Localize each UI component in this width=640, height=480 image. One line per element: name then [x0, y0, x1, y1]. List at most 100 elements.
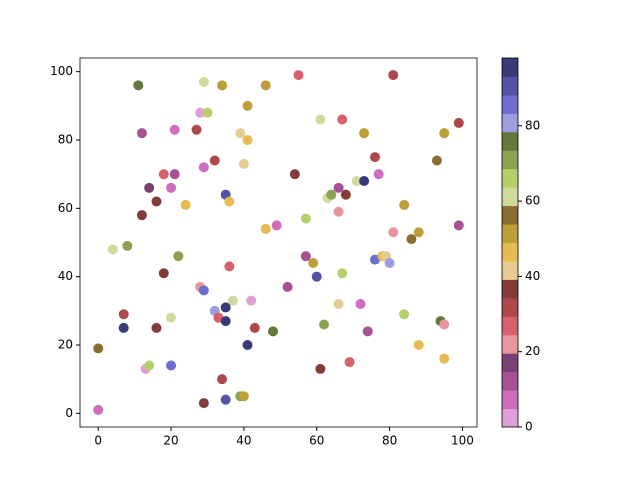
colorbar-segment	[502, 58, 518, 77]
point	[166, 312, 177, 323]
x-tick-label: 0	[94, 434, 102, 448]
colorbar-frame	[501, 57, 519, 428]
point	[282, 281, 293, 292]
point	[198, 398, 209, 409]
x-tick-label: 80	[382, 434, 397, 448]
colorbar-segment	[502, 94, 518, 114]
colorbar-segment	[502, 131, 518, 151]
point	[249, 322, 260, 333]
point	[209, 155, 220, 166]
point	[373, 169, 384, 180]
point	[151, 322, 162, 333]
point	[431, 155, 442, 166]
point	[195, 107, 206, 118]
point	[319, 319, 330, 330]
point	[293, 70, 304, 81]
point	[439, 319, 450, 330]
point	[238, 391, 249, 402]
point	[242, 100, 253, 111]
point	[333, 206, 344, 217]
y-tick-label: 100	[50, 64, 73, 78]
colorbar-segment	[502, 113, 518, 133]
point	[93, 404, 104, 415]
point	[242, 340, 253, 350]
point	[333, 299, 344, 309]
point	[220, 302, 231, 313]
point	[224, 196, 235, 207]
point	[122, 240, 133, 251]
point	[355, 299, 366, 309]
point	[300, 251, 311, 262]
point	[191, 124, 202, 135]
y-tick-label: 60	[58, 201, 73, 215]
point	[388, 70, 399, 81]
colorbar-segment	[502, 76, 518, 96]
colorbar-segment	[502, 168, 518, 188]
point	[326, 189, 337, 200]
point	[439, 128, 450, 139]
point	[413, 340, 424, 350]
colorbar-segment	[502, 297, 518, 317]
point	[158, 268, 169, 279]
y-tick-label: 80	[58, 133, 73, 147]
colorbar-segment	[502, 390, 518, 410]
colorbar-segment	[502, 205, 518, 225]
point	[144, 182, 155, 193]
point	[235, 128, 246, 139]
point	[118, 309, 129, 320]
point	[246, 295, 257, 306]
point	[169, 124, 180, 135]
point	[359, 176, 370, 186]
point	[217, 80, 228, 91]
point	[173, 251, 184, 262]
colorbar-segment	[502, 150, 518, 170]
point	[220, 394, 231, 405]
colorbar-tick-label: 80	[525, 118, 540, 132]
point	[413, 227, 424, 238]
colorbar-segment	[502, 187, 518, 207]
point	[344, 357, 355, 368]
point	[136, 128, 147, 139]
point	[169, 169, 180, 180]
plot-frame	[79, 57, 478, 428]
point	[166, 360, 177, 371]
point	[180, 199, 191, 210]
point	[362, 326, 373, 337]
point	[315, 114, 326, 125]
point	[238, 158, 249, 169]
point	[315, 363, 326, 374]
colorbar-segment	[502, 408, 518, 428]
colorbar-segment	[502, 224, 518, 243]
colorbar-segment	[502, 316, 518, 336]
point	[260, 223, 271, 234]
x-tick-label: 60	[309, 434, 324, 448]
x-tick-label: 20	[163, 434, 178, 448]
colorbar-segment	[502, 260, 518, 280]
point	[166, 182, 177, 193]
point	[311, 271, 322, 282]
x-tick-label: 100	[451, 434, 474, 448]
point	[198, 285, 209, 296]
colorbar-segment	[502, 371, 518, 391]
colorbar-segment	[502, 279, 518, 299]
point	[384, 258, 395, 268]
colorbar-tick-label: 40	[525, 269, 540, 283]
point	[224, 261, 235, 272]
point	[370, 152, 381, 163]
point	[453, 220, 464, 231]
point	[93, 343, 104, 354]
point	[268, 326, 279, 337]
point	[351, 176, 362, 186]
colorbar-tick-label: 60	[525, 194, 540, 208]
colorbar-segment	[502, 334, 518, 354]
x-tick-label: 40	[236, 434, 251, 448]
point	[333, 182, 344, 193]
point	[136, 210, 147, 221]
point	[300, 213, 311, 224]
point	[220, 316, 231, 327]
colorbar-tick-label: 20	[525, 344, 540, 358]
point	[340, 189, 351, 200]
point	[107, 244, 118, 255]
point	[158, 169, 169, 180]
